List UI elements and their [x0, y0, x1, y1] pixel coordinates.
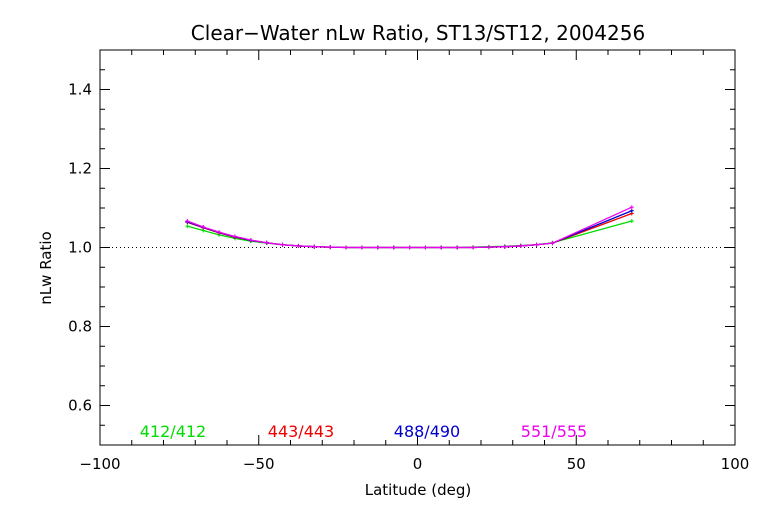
x-tick-label: 100	[721, 455, 750, 473]
data-point	[312, 244, 317, 249]
tick-labels: −100 −50 0 50 100 0.6 0.8 1.0 1.2 1.4	[68, 81, 749, 474]
data-point	[502, 244, 507, 249]
y-tick-label: 1.2	[68, 160, 92, 178]
x-tick-label: −50	[243, 455, 275, 473]
data-point	[486, 245, 491, 250]
data-point	[407, 245, 412, 250]
legend-label: 488/490	[394, 422, 460, 441]
series-layer	[185, 205, 634, 250]
y-axis-label: nLw Ratio	[37, 231, 55, 304]
x-tick-label: 0	[413, 455, 423, 473]
y-tick-label: 1.4	[68, 81, 92, 99]
x-axis-label: Latitude (deg)	[365, 481, 471, 499]
data-point	[232, 234, 237, 239]
data-point	[359, 245, 364, 250]
data-point	[217, 230, 222, 235]
data-point	[439, 245, 444, 250]
legend-label: 412/412	[140, 422, 206, 441]
data-point	[455, 245, 460, 250]
series-551-555	[185, 205, 634, 250]
series-line	[187, 212, 633, 249]
data-point	[248, 237, 253, 242]
data-point	[185, 219, 190, 224]
legend-label: 443/443	[268, 422, 334, 441]
data-point	[534, 242, 539, 247]
data-point	[344, 245, 349, 250]
y-tick-label: 0.8	[68, 318, 92, 336]
data-point	[185, 224, 190, 229]
y-tick-label: 0.6	[68, 397, 92, 415]
series-line	[187, 220, 632, 249]
data-point	[375, 245, 380, 250]
data-point	[629, 219, 634, 224]
data-point	[296, 243, 301, 248]
data-point	[629, 205, 634, 210]
series-412-412	[185, 219, 634, 250]
series-488-490	[185, 208, 634, 250]
data-point	[471, 245, 476, 250]
data-point	[201, 224, 206, 229]
data-point	[328, 245, 333, 250]
chart-title: Clear−Water nLw Ratio, ST13/ST12, 200425…	[191, 21, 645, 45]
data-point	[423, 245, 428, 250]
data-point	[518, 243, 523, 248]
legend-label: 551/555	[521, 422, 587, 441]
data-point	[280, 242, 285, 247]
x-tick-label: 50	[567, 455, 586, 473]
data-point	[264, 240, 269, 245]
legend: 412/412 443/443 488/490 551/555	[140, 422, 587, 441]
y-tick-label: 1.0	[68, 239, 92, 257]
data-point	[391, 245, 396, 250]
axis-ticks	[99, 49, 736, 446]
x-tick-label: −100	[79, 455, 120, 473]
data-point	[629, 208, 634, 213]
series-443-443	[185, 211, 634, 250]
data-point	[550, 241, 555, 246]
